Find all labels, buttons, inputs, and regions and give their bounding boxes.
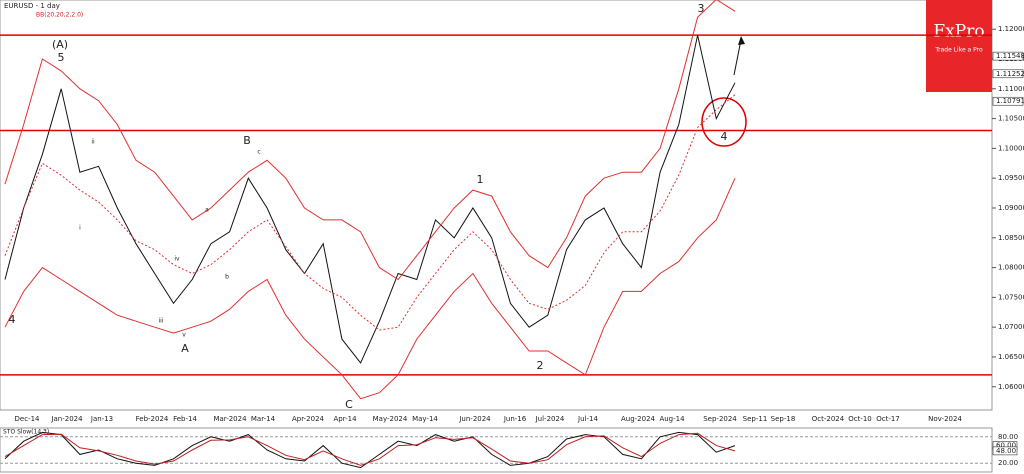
wave-label: 4	[721, 130, 728, 143]
x-tick-label: Sep-2024	[703, 415, 737, 423]
wave-label: B	[243, 134, 251, 147]
x-tick-label: Feb-14	[173, 415, 197, 423]
x-tick-label: Jan-2024	[50, 415, 83, 423]
osc-tick-label: 20.00	[998, 459, 1018, 467]
wave-label: 5	[58, 51, 65, 64]
price-label: 1.10791	[996, 97, 1024, 105]
y-tick-label: 1.06500	[998, 353, 1024, 361]
price-label: 1.11548	[996, 52, 1024, 60]
wave-label: v	[182, 332, 186, 339]
y-tick-label: 1.08500	[998, 234, 1024, 242]
x-tick-label: Oct-17	[876, 415, 900, 423]
osc-line	[4, 432, 736, 466]
wave-label: iv	[174, 256, 180, 263]
wave-label: i	[79, 225, 81, 232]
highlight-circle	[701, 97, 747, 147]
x-tick-label: Jul-14	[577, 415, 598, 423]
y-tick-label: 1.10500	[998, 115, 1024, 123]
x-tick-label: Nov-2024	[928, 415, 962, 423]
price-label: 1.11252	[996, 70, 1024, 78]
wave-label: a	[205, 207, 209, 214]
logo-name: FxPro	[933, 22, 984, 42]
x-tick-label: Oct-2024	[812, 415, 845, 423]
wave-label: 1	[477, 173, 484, 186]
x-tick-label: Sep-11	[743, 415, 768, 423]
price-label-box	[992, 51, 1024, 61]
osc-line	[4, 431, 736, 469]
band-line	[4, 0, 736, 281]
x-tick-label: Jun-16	[503, 415, 527, 423]
chart-title: EURUSD - 1 day	[4, 2, 60, 10]
price-label-box	[992, 96, 1024, 106]
oscillator-panel	[0, 427, 993, 473]
wave-label: A	[181, 342, 189, 355]
x-tick-label: Jul-2024	[535, 415, 565, 423]
wave-label: 3	[698, 2, 705, 15]
y-tick-label: 1.11000	[998, 85, 1024, 93]
wave-label: b	[225, 274, 229, 281]
x-tick-label: Jan-13	[90, 415, 113, 423]
x-tick-label: Apr-2024	[292, 415, 325, 423]
wave-label: C	[345, 398, 353, 411]
osc-label: 48.00	[996, 447, 1016, 455]
y-tick-label: 1.09000	[998, 204, 1024, 212]
x-tick-label: Aug-2024	[621, 415, 656, 423]
osc-tick-label: 80.00	[998, 433, 1018, 441]
wave-label: 4	[9, 313, 16, 326]
osc-label: 60.00	[996, 442, 1016, 450]
wave-label: 2	[537, 359, 544, 372]
x-tick-label: Jun-2024	[458, 415, 491, 423]
arrow-head	[738, 36, 745, 45]
arrow	[733, 39, 742, 76]
x-tick-label: Mar-2024	[213, 415, 247, 423]
y-tick-label: 1.10000	[998, 144, 1024, 152]
y-tick-label: 1.06000	[998, 383, 1024, 391]
x-tick-label: May-14	[412, 415, 438, 423]
x-tick-label: May-2024	[373, 415, 408, 423]
y-tick-label: 1.07000	[998, 323, 1024, 331]
logo-tagline: Trade Like a Pro	[934, 47, 983, 54]
y-tick-label: 1.08000	[998, 264, 1024, 272]
band-line	[4, 177, 736, 400]
x-tick-label: Apr-14	[333, 415, 357, 423]
band-line	[4, 94, 736, 331]
price-line	[4, 35, 736, 364]
y-tick-label: 1.07500	[998, 293, 1024, 301]
x-tick-label: Mar-14	[251, 415, 276, 423]
oscillator-title: STO Slow(14,3)	[3, 429, 49, 436]
wave-label: c	[257, 149, 260, 156]
x-tick-label: Aug-14	[659, 415, 685, 423]
indicator-label: BB(20,20,2,2.0)	[36, 12, 83, 19]
osc-label-box	[992, 446, 1018, 456]
x-tick-label: Dec-14	[15, 415, 41, 423]
x-tick-label: Oct-10	[848, 415, 872, 423]
wave-label: (A)	[52, 38, 68, 51]
x-tick-label: Feb-2024	[136, 415, 169, 423]
wave-label: ii	[91, 139, 95, 146]
logo-box	[926, 0, 992, 92]
x-tick-label: Sep-18	[771, 415, 796, 423]
y-tick-label: 1.09500	[998, 174, 1024, 182]
wave-label: iii	[158, 318, 163, 325]
price-label-box	[992, 69, 1024, 79]
y-tick-label: 1.12000	[998, 25, 1024, 33]
